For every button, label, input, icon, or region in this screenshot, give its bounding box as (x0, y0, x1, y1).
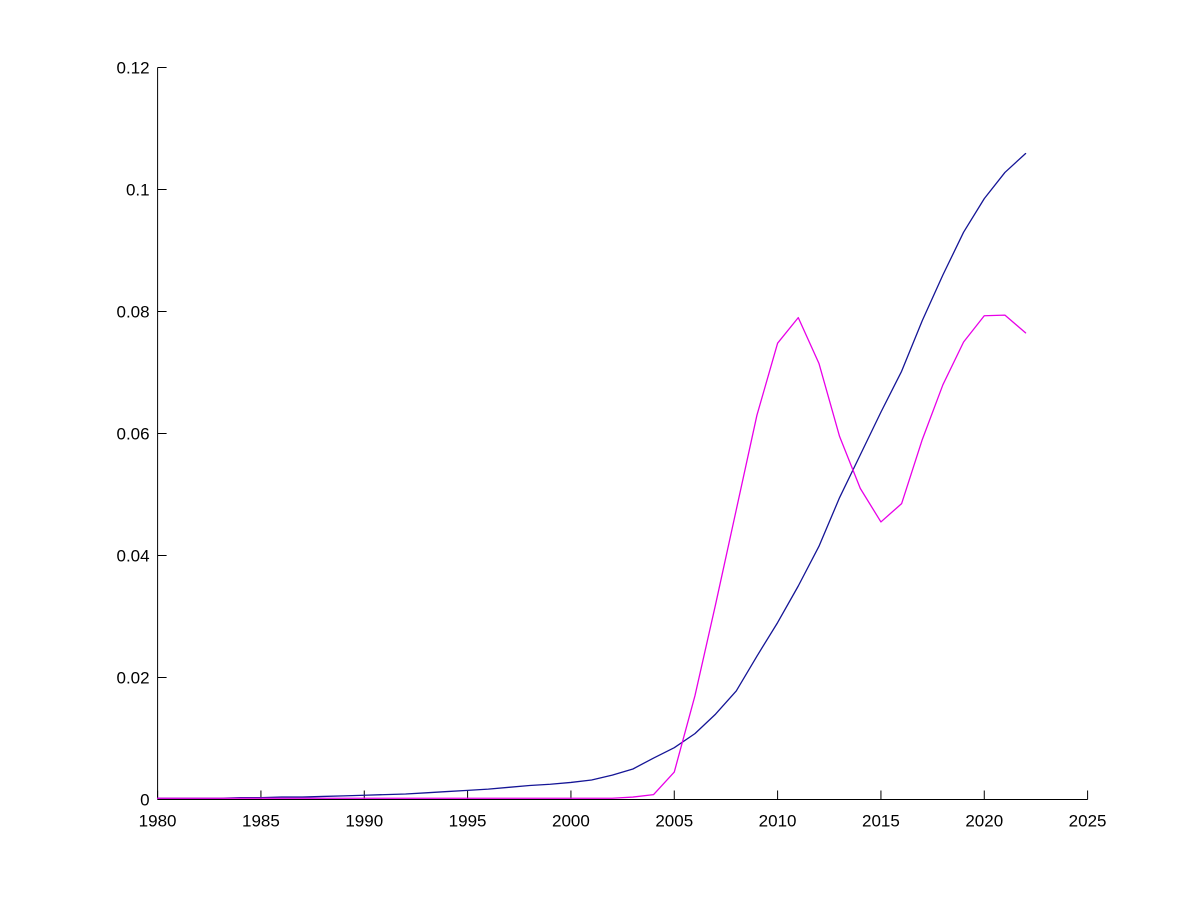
y-tick-label: 0.12 (117, 59, 150, 78)
x-tick-label: 2020 (965, 812, 1003, 831)
y-tick-label: 0.08 (117, 303, 150, 322)
y-tick-label: 0.02 (117, 669, 150, 688)
y-tick-label: 0.04 (117, 547, 150, 566)
x-tick-label: 1995 (449, 812, 487, 831)
x-tick-label: 2010 (759, 812, 797, 831)
y-tick-label: 0.1 (126, 181, 150, 200)
series-smooth-dark-blue-curve (156, 152, 1027, 799)
x-tick-label: 1985 (242, 812, 280, 831)
x-tick-label: 2025 (1069, 812, 1107, 831)
x-tick-label: 1980 (139, 812, 177, 831)
y-tick-label: 0.06 (117, 425, 150, 444)
series-magenta-curve (156, 314, 1027, 799)
x-tick-label: 2015 (862, 812, 900, 831)
x-tick-label: 1990 (345, 812, 383, 831)
y-tick-label: 0 (140, 791, 149, 810)
x-tick-label: 2005 (655, 812, 693, 831)
x-tick-label: 2000 (552, 812, 590, 831)
